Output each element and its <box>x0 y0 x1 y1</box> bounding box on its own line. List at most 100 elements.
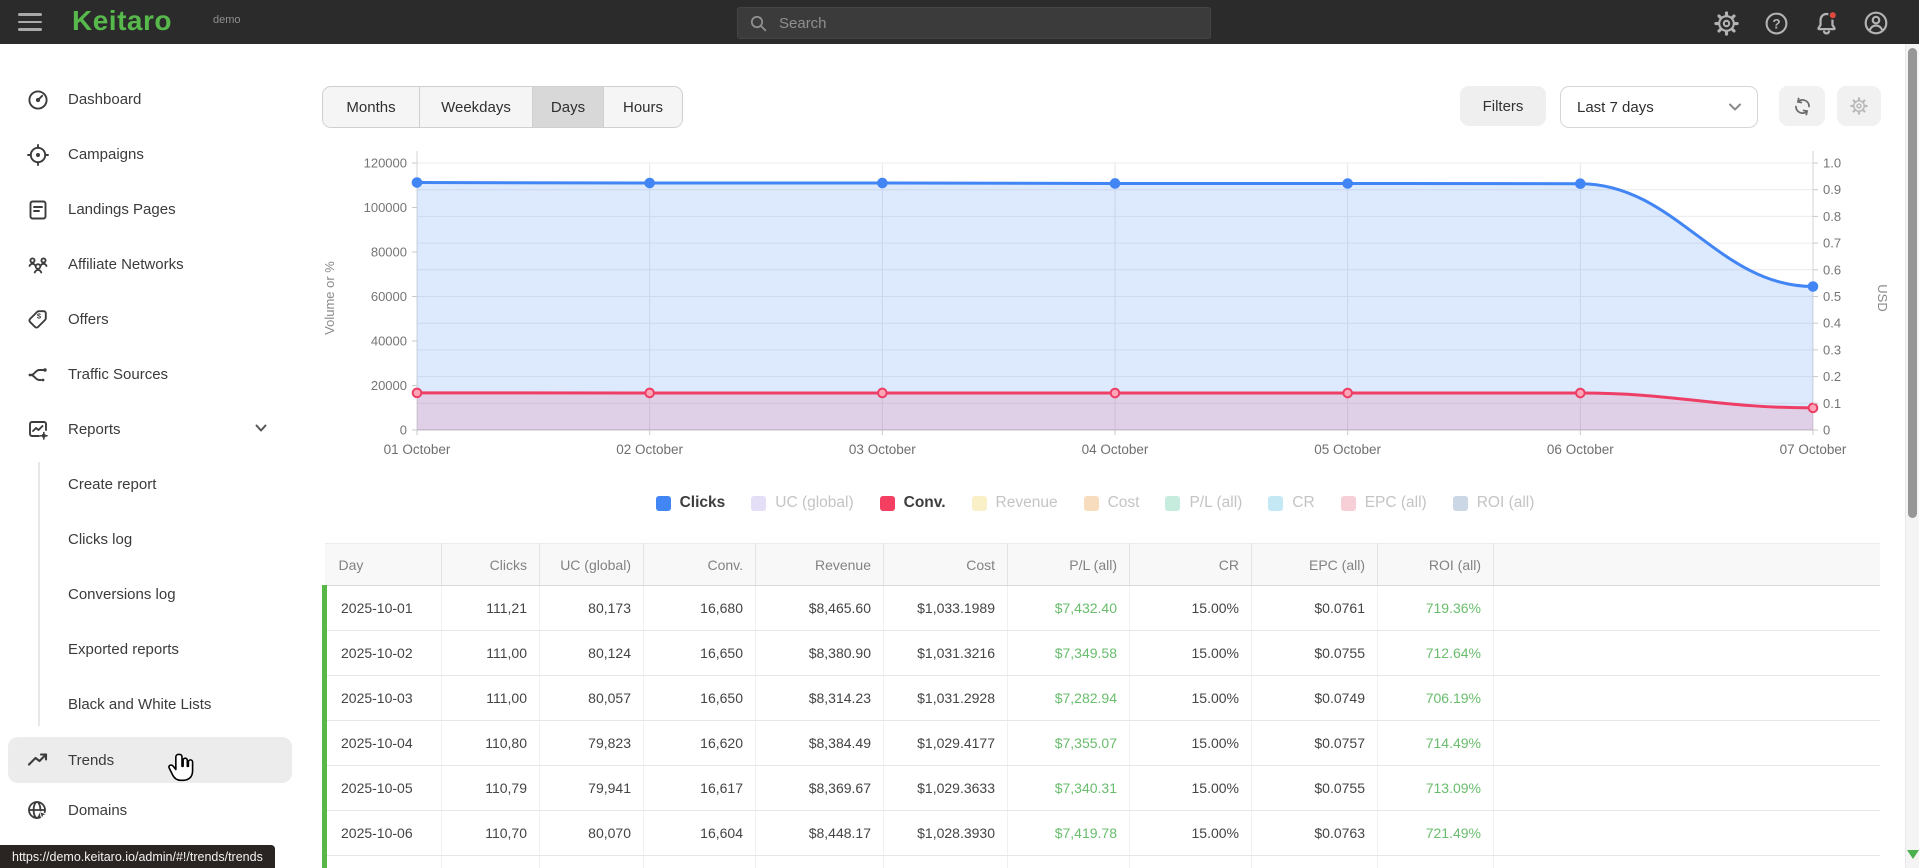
cell-conv-: 9,943 <box>643 855 756 868</box>
cell-p-l-all-: $7,349.58 <box>1007 630 1130 676</box>
cell-uc-global-: 80,124 <box>539 630 644 676</box>
legend-item-uc-global-[interactable]: UC (global) <box>751 494 854 512</box>
brand-badge: demo <box>213 14 241 26</box>
cell-roi-all-: 712.64% <box>1377 630 1494 676</box>
sidebar-item-traffic-sources[interactable]: Traffic Sources <box>0 347 300 402</box>
sidebar-item-domains[interactable]: Domains <box>0 783 300 838</box>
cell-clicks: 110,80 <box>441 720 540 766</box>
chevron-down-icon[interactable] <box>252 419 270 442</box>
cell-uc-global-: 79,941 <box>539 765 644 811</box>
column-header-roi-all-[interactable]: ROI (all) <box>1377 543 1494 586</box>
brand-logo[interactable]: Keitaro <box>72 5 172 36</box>
tab-hours[interactable]: Hours <box>603 87 682 127</box>
sidebar-item-dashboard[interactable]: Dashboard <box>0 72 300 127</box>
sidebar-item-landings-pages[interactable]: Landings Pages <box>0 182 300 237</box>
legend-item-roi-all-[interactable]: ROI (all) <box>1452 494 1534 512</box>
table-row[interactable]: 2025-10-05 110,79 79,941 16,617 $8,369.67 $1,… <box>322 765 1880 811</box>
legend-item-revenue[interactable]: Revenue <box>971 494 1058 512</box>
svg-text:60000: 60000 <box>371 289 407 304</box>
cell-cost: $1,031.3216 <box>883 630 1008 676</box>
settings-icon[interactable] <box>1712 9 1740 37</box>
svg-text:20000: 20000 <box>371 378 407 393</box>
column-header-uc-global-[interactable]: UC (global) <box>539 543 644 586</box>
column-header-epc-all-[interactable]: EPC (all) <box>1251 543 1378 586</box>
sidebar-subitem-conversions-log[interactable]: Conversions log <box>0 567 300 622</box>
scroll-down-arrow-icon[interactable] <box>1907 850 1919 859</box>
svg-text:?: ? <box>1772 16 1780 31</box>
cell-conv-: 16,604 <box>643 810 756 856</box>
sidebar-nav: Dashboard Campaigns Landings Pages Affiliat… <box>0 44 300 838</box>
sidebar-subitem-black-and-white-lists[interactable]: Black and White Lists <box>0 677 300 732</box>
cell-revenue: $8,448.17 <box>755 810 884 856</box>
legend-item-p-l-all-[interactable]: P/L (all) <box>1165 494 1242 512</box>
column-header-cr[interactable]: CR <box>1129 543 1252 586</box>
sidebar-item-reports[interactable]: Reports <box>0 402 300 457</box>
table-row[interactable]: 2025-10-04 110,80 79,823 16,620 $8,384.49 $1,… <box>322 720 1880 766</box>
sidebar-item-label: Campaigns <box>68 146 144 163</box>
cell-epc-all-: $0.0763 <box>1251 810 1378 856</box>
column-header-revenue[interactable]: Revenue <box>755 543 884 586</box>
legend-swatch <box>1083 495 1099 511</box>
cell-uc-global-: 80,070 <box>539 810 644 856</box>
cell-day: 2025-10-02 <box>322 630 442 676</box>
sidebar-item-label: Dashboard <box>68 91 142 108</box>
notifications-icon[interactable] <box>1812 9 1840 37</box>
refresh-button[interactable] <box>1779 86 1825 126</box>
sidebar-item-trends[interactable]: Trends <box>8 737 292 783</box>
cell-conv-: 16,680 <box>643 585 756 631</box>
legend-item-clicks[interactable]: Clicks <box>655 494 725 512</box>
chart-settings-button[interactable] <box>1837 86 1881 126</box>
sidebar-subitem-create-report[interactable]: Create report <box>0 457 300 512</box>
tab-days[interactable]: Days <box>532 87 603 127</box>
column-header-clicks[interactable]: Clicks <box>441 543 540 586</box>
table-row[interactable]: 2025-10-06 110,70 80,070 16,604 $8,448.17 $1,… <box>322 810 1880 856</box>
hamburger-menu-icon[interactable] <box>18 13 42 31</box>
legend-item-cr[interactable]: CR <box>1268 494 1315 512</box>
scrollbar[interactable] <box>1905 44 1919 868</box>
legend-swatch <box>1268 495 1284 511</box>
account-icon[interactable] <box>1862 9 1890 37</box>
sidebar-item-campaigns[interactable]: Campaigns <box>0 127 300 182</box>
cell-cr: 15.00% <box>1129 810 1252 856</box>
cell-epc-all-: $0.0755 <box>1251 630 1378 676</box>
tab-weekdays[interactable]: Weekdays <box>419 87 532 127</box>
legend-item-conv-[interactable]: Conv. <box>879 494 946 512</box>
table-row[interactable]: 2025-10-0764,4946,4579,943$5,046.31$597.… <box>322 855 1880 868</box>
column-header-conv-[interactable]: Conv. <box>643 543 756 586</box>
cell-epc-all-: $0.0755 <box>1251 765 1378 811</box>
svg-text:0.4: 0.4 <box>1823 316 1841 331</box>
search-box[interactable] <box>737 7 1211 39</box>
svg-text:0.3: 0.3 <box>1823 342 1841 357</box>
svg-text:0.7: 0.7 <box>1823 236 1841 251</box>
tab-months[interactable]: Months <box>323 87 419 127</box>
sidebar-item-offers[interactable]: $ Offers <box>0 292 300 347</box>
trends-chart[interactable]: 0 20000 40000 60000 80000 100000 120000 0 0.1 0.2… <box>300 120 1910 475</box>
legend-item-cost[interactable]: Cost <box>1083 494 1139 512</box>
submenu-rule <box>38 462 40 726</box>
table-row[interactable]: 2025-10-03 111,00 80,057 16,650 $8,314.23 $1,… <box>322 675 1880 721</box>
svg-text:02 October: 02 October <box>616 442 683 457</box>
chart-canvas[interactable]: 0 20000 40000 60000 80000 100000 120000 0 0.1 0.2… <box>300 120 1910 475</box>
table-row[interactable]: 2025-10-02 111,00 80,124 16,650 $8,380.90 $1,… <box>322 630 1880 676</box>
legend-swatch <box>971 495 987 511</box>
column-header-cost[interactable]: Cost <box>883 543 1008 586</box>
svg-text:05 October: 05 October <box>1314 442 1381 457</box>
table-row[interactable]: 2025-10-01 111,21 80,173 16,680 $8,465.60 $1,… <box>322 585 1880 631</box>
help-icon[interactable]: ? <box>1762 9 1790 37</box>
column-header-day[interactable]: Day <box>324 543 442 586</box>
svg-text:0.1: 0.1 <box>1823 396 1841 411</box>
sidebar-subitem-exported-reports[interactable]: Exported reports <box>0 622 300 677</box>
cell-clicks: 111,21 <box>441 585 540 631</box>
column-header-p-l-all-[interactable]: P/L (all) <box>1007 543 1130 586</box>
filters-button[interactable]: Filters <box>1460 86 1546 126</box>
search-input[interactable] <box>777 13 1181 33</box>
sidebar-subitem-label: Exported reports <box>68 641 179 658</box>
legend-swatch <box>1165 495 1181 511</box>
date-range-select[interactable]: Last 7 days <box>1560 86 1758 128</box>
sidebar-subitem-clicks-log[interactable]: Clicks log <box>0 512 300 567</box>
legend-item-epc-all-[interactable]: EPC (all) <box>1340 494 1427 512</box>
scrollbar-thumb[interactable] <box>1908 48 1917 518</box>
sidebar-item-label: Domains <box>68 802 128 819</box>
cell-roi-all-: 719.36% <box>1377 585 1494 631</box>
sidebar-item-affiliate-networks[interactable]: Affiliate Networks <box>0 237 300 292</box>
